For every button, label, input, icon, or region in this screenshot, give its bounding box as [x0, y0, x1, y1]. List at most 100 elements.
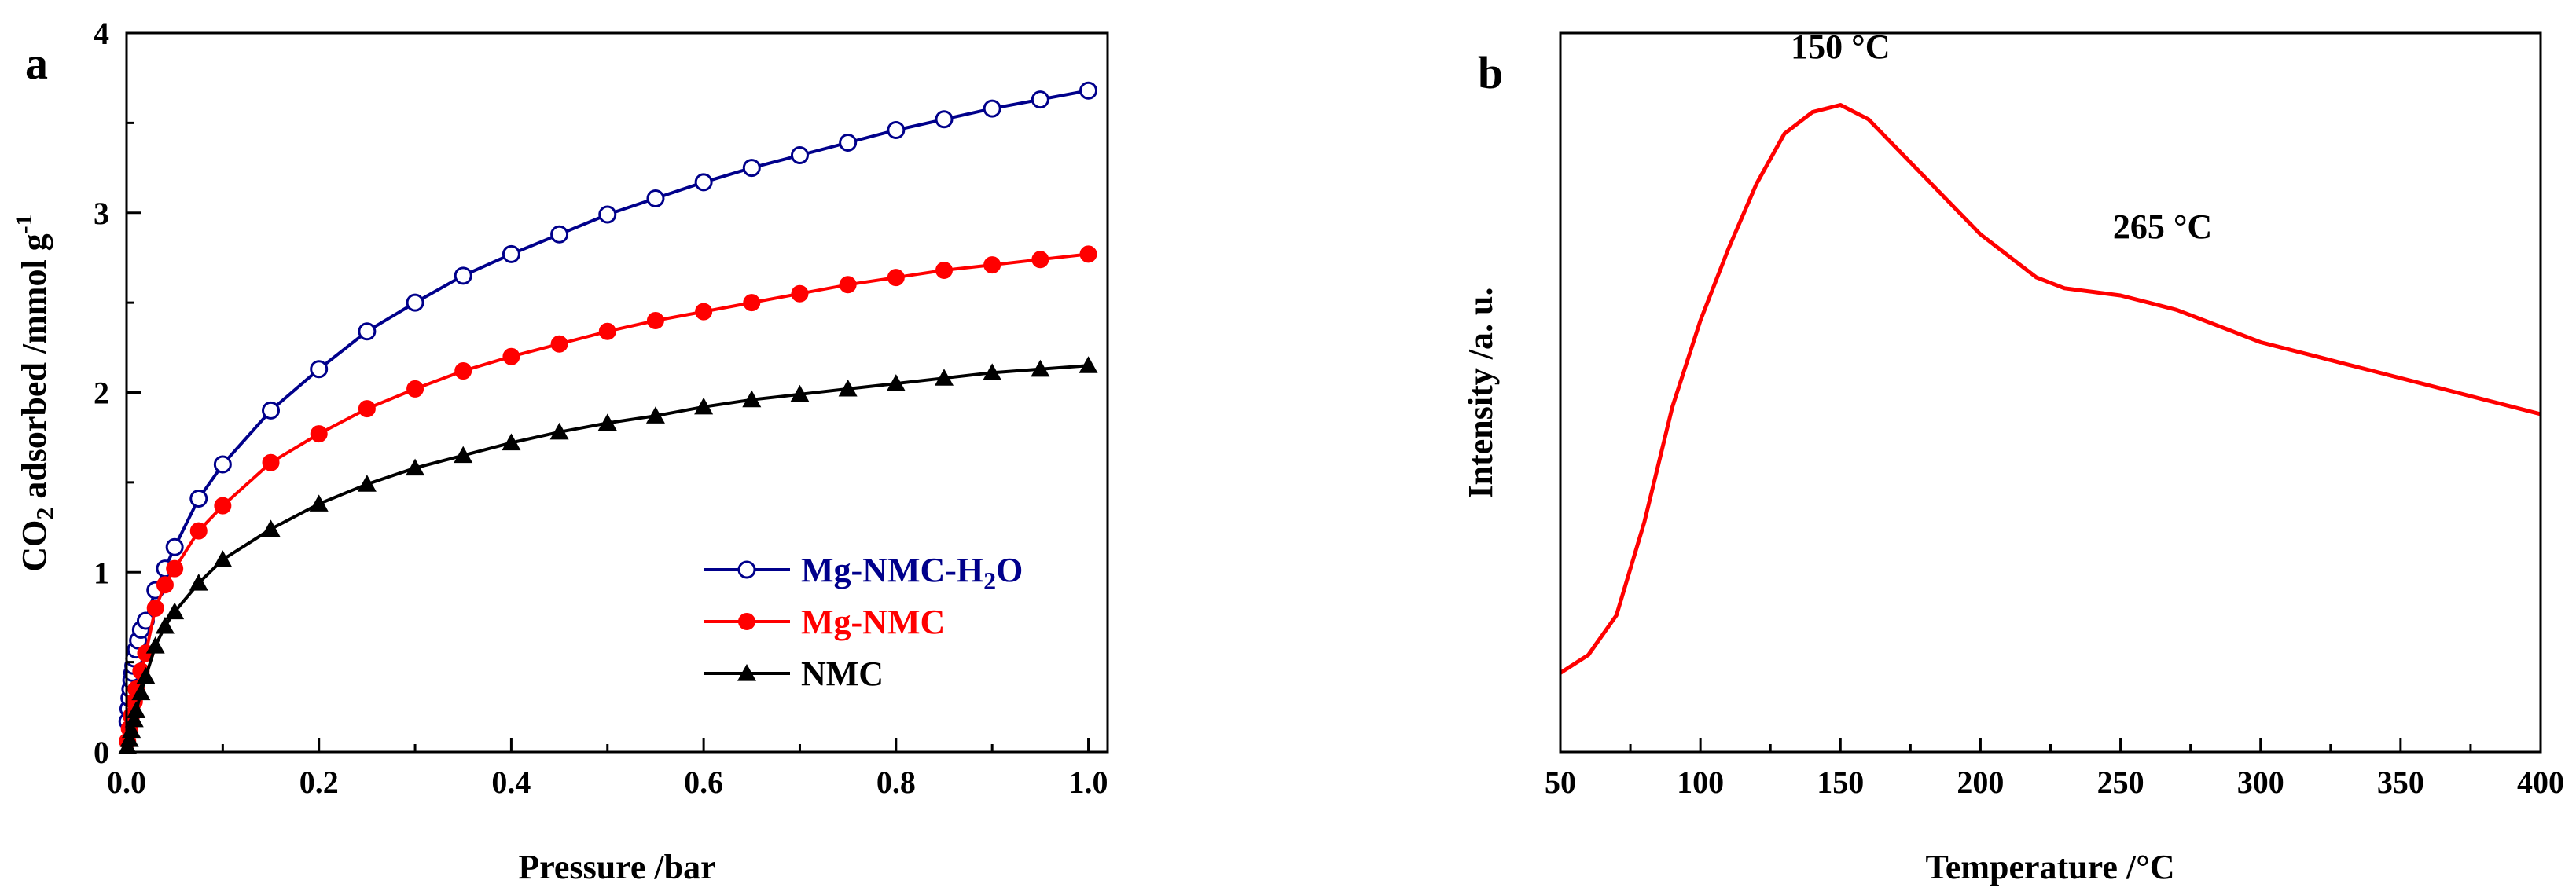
panel-a-series-2-point	[262, 453, 280, 471]
panel-a-series-1-point	[935, 110, 954, 129]
panel-a-series-2-point	[646, 312, 664, 329]
legend-label-3: NMC	[801, 655, 884, 693]
panel-a-series-1-point	[646, 189, 665, 207]
panel-a-series-2-point	[358, 400, 376, 418]
panel-a-legend: Mg-NMC-H2O Mg-NMC NMC	[704, 551, 1023, 693]
panel-a-series-2-point	[550, 335, 568, 353]
panel-a-series-3-point	[145, 636, 165, 654]
panel-a-series-3-point	[213, 550, 233, 567]
panel-a-series-1-point	[310, 360, 329, 379]
panel-a-x-tick-label: 0.8	[876, 765, 916, 800]
panel-a-series-2-point	[454, 362, 472, 380]
panel-a-series-1-point	[189, 489, 208, 508]
panel-a-series-3-point	[309, 494, 329, 512]
panel-a-series-2-point	[310, 425, 328, 443]
panel-b-x-tick-label: 300	[2237, 765, 2284, 800]
panel-a-y-tick-label: 1	[94, 555, 109, 590]
panel-a-series-3-point	[127, 701, 146, 718]
panel-a-series-1-point	[262, 401, 281, 420]
panel-b-annotations: 150 °C 265 °C	[1791, 28, 2212, 246]
panel-a-ylabel-main: CO	[15, 520, 53, 572]
panel-a-plot-frame	[125, 31, 1109, 754]
panel-a-series-1-point	[598, 205, 617, 224]
panel-a-series-2-point	[791, 284, 809, 303]
panel-a-series-3-point	[838, 379, 858, 397]
panel-a-series-2-point	[839, 276, 857, 294]
panel-b-series	[1559, 103, 2541, 675]
panel-a-series-3-point	[155, 616, 175, 634]
legend-marker-3	[737, 664, 756, 681]
panel-a-series-3-point	[502, 433, 521, 451]
panel-a-series-3-point	[935, 369, 954, 386]
panel-a-series-3-point	[1079, 356, 1098, 373]
panel-b-x-tick-label: 250	[2097, 765, 2144, 800]
panel-b-peak-label-1: 150 °C	[1791, 28, 1890, 66]
panel-a-x-tick-label: 0.2	[299, 765, 339, 800]
panel-a-series-3-point	[119, 729, 139, 747]
panel-a-y-tick-label: 3	[94, 196, 109, 231]
panel-a-series-1-point	[839, 134, 858, 152]
panel-b-x-tick-label: 350	[2377, 765, 2424, 800]
panel-b-x-tick-label: 50	[1545, 765, 1576, 800]
panel-a-series-2-point	[156, 576, 174, 594]
panel-a-y-tick-label: 2	[94, 376, 109, 411]
panel-a-series-3-point	[886, 374, 906, 391]
panel-a-series-1-point	[358, 322, 377, 341]
panel-a-series-2-point	[598, 322, 616, 340]
panel-a-series-3-point	[549, 422, 569, 440]
panel-b-x-tick-label: 200	[1957, 765, 2004, 800]
panel-b-x-ticks: 50 100 150 200 250 300 350 400	[1545, 738, 2564, 800]
panel-a-series-1-point	[790, 146, 809, 165]
panel-a-series-2-point	[406, 380, 424, 398]
panel-a-series-2-point	[887, 269, 905, 287]
panel-a-series-2-point	[1079, 245, 1097, 263]
panel-a-series-2-point	[214, 497, 232, 515]
panel-a-series-3-point	[189, 573, 208, 591]
panel-a-series-2-point	[695, 303, 713, 321]
panel-a-y-ticks: 0 1 2 3 4	[94, 16, 141, 770]
panel-a-series-3-point	[131, 683, 151, 701]
panel-a-series-2-point	[502, 347, 520, 365]
panel-a-series-1-point	[1031, 90, 1049, 109]
panel-a-x-tick-label: 0.0	[107, 765, 146, 800]
panel-b-series-line-1	[1559, 103, 2541, 675]
panel-a-series-3-point	[124, 710, 144, 728]
panel-b-peak-label-2: 265 °C	[2113, 207, 2212, 246]
panel-a-series-2-point	[146, 600, 164, 617]
panel-a-series-1-point	[887, 121, 906, 140]
panel-a-series-2-point	[743, 294, 761, 312]
panel-a-series	[118, 81, 1098, 754]
panel-a-series-1-point	[1079, 81, 1098, 100]
panel-a-series-1-point	[550, 225, 569, 244]
panel-b-label: b	[1478, 47, 1503, 98]
panel-a-series-3-point	[597, 413, 617, 431]
panel-a-y-tick-label: 0	[94, 735, 109, 770]
legend-label-2: Mg-NMC	[801, 603, 945, 641]
panel-b-x-axis-label: Temperature /°C	[1925, 848, 2174, 886]
panel-b-x-tick-label: 100	[1677, 765, 1724, 800]
legend-marker-2	[738, 613, 755, 630]
panel-b: b 50 100 150 200 250 300 350 400 Temperature /°…	[1461, 28, 2564, 886]
panel-a-series-1-point	[502, 244, 520, 263]
legend-marker-1	[737, 560, 756, 579]
panel-a-series-1-point	[742, 159, 761, 178]
panel-a-ylabel-rest: adsorbed /mmol g	[15, 233, 53, 507]
panel-a-series-1-point	[406, 293, 424, 312]
panel-a-series-1-point	[213, 455, 232, 474]
panel-a-series-3-point	[1031, 359, 1050, 377]
panel-a-series-1-point	[165, 537, 184, 556]
panel-a-y-axis-label: CO2 adsorbed /mmol g-1	[11, 214, 59, 571]
panel-a-label: a	[25, 38, 48, 89]
legend-label-1: Mg-NMC-H2O	[801, 551, 1023, 595]
panel-b-y-axis-label: Intensity /a. u.	[1461, 288, 1500, 499]
panel-a-series-2-point	[189, 522, 208, 540]
panel-a-y-tick-label: 4	[94, 16, 109, 51]
panel-a-series-3-point	[645, 406, 665, 424]
panel-a-series-1-point	[694, 173, 713, 192]
panel-b-x-tick-label: 400	[2517, 765, 2564, 800]
panel-a-series-3-point	[742, 390, 762, 408]
panel-a-series-2-point	[1031, 251, 1049, 269]
panel-a-series-1-point	[983, 99, 1001, 118]
panel-a-series-2-point	[983, 256, 1001, 274]
